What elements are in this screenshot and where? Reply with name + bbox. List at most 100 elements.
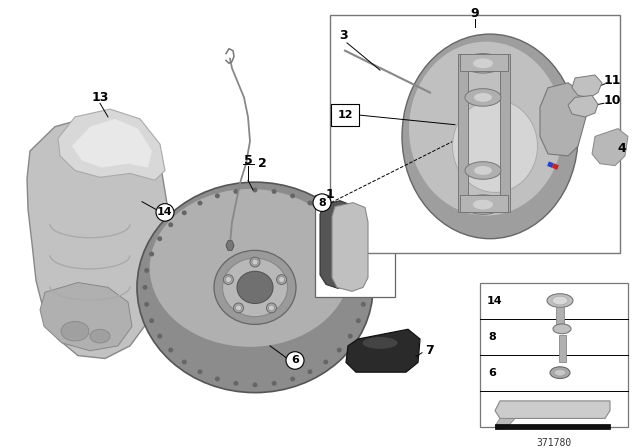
Text: 13: 13 [92, 91, 109, 104]
Ellipse shape [465, 89, 501, 106]
Circle shape [348, 236, 353, 241]
Circle shape [227, 242, 234, 249]
Polygon shape [40, 283, 132, 351]
Circle shape [356, 252, 361, 257]
Circle shape [276, 275, 287, 284]
Circle shape [157, 334, 162, 339]
Circle shape [143, 285, 147, 290]
Circle shape [157, 236, 162, 241]
Bar [460, 54, 508, 71]
Circle shape [144, 302, 149, 307]
Polygon shape [568, 95, 598, 117]
Ellipse shape [550, 367, 570, 379]
Bar [460, 195, 508, 212]
Ellipse shape [223, 258, 287, 317]
Circle shape [149, 318, 154, 323]
Text: 14: 14 [157, 207, 173, 217]
Circle shape [223, 275, 234, 284]
Circle shape [144, 268, 149, 273]
Circle shape [182, 360, 187, 365]
Ellipse shape [552, 296, 568, 305]
Text: 4: 4 [618, 142, 627, 155]
Text: 11: 11 [604, 74, 621, 87]
Text: 5: 5 [244, 154, 252, 167]
Circle shape [323, 210, 328, 215]
Polygon shape [572, 75, 602, 97]
Text: 9: 9 [470, 7, 479, 20]
Text: 6: 6 [291, 355, 299, 366]
Circle shape [278, 277, 285, 283]
Ellipse shape [463, 54, 503, 73]
Circle shape [198, 369, 202, 374]
Polygon shape [540, 83, 586, 156]
Circle shape [307, 369, 312, 374]
Circle shape [290, 194, 295, 198]
Circle shape [337, 222, 342, 227]
Polygon shape [226, 241, 234, 250]
Circle shape [362, 285, 367, 290]
Ellipse shape [362, 337, 397, 349]
Circle shape [149, 252, 154, 257]
Circle shape [337, 348, 342, 353]
Text: 371780: 371780 [536, 439, 572, 448]
Circle shape [236, 305, 241, 311]
Bar [500, 54, 510, 212]
Circle shape [234, 189, 238, 194]
Ellipse shape [137, 182, 373, 392]
Circle shape [253, 188, 257, 192]
Ellipse shape [409, 42, 563, 215]
Ellipse shape [452, 100, 538, 192]
Text: 8: 8 [488, 332, 496, 342]
Circle shape [225, 277, 232, 283]
Polygon shape [332, 202, 368, 291]
Circle shape [361, 302, 366, 307]
Text: 2: 2 [258, 157, 266, 170]
Circle shape [268, 305, 275, 311]
Circle shape [361, 268, 366, 273]
Bar [330, 15, 620, 253]
Circle shape [156, 204, 174, 221]
Circle shape [266, 303, 276, 313]
Polygon shape [495, 401, 610, 418]
Polygon shape [58, 109, 165, 180]
Circle shape [252, 259, 258, 265]
Text: 7: 7 [426, 344, 435, 357]
Ellipse shape [553, 324, 571, 334]
Bar [331, 104, 359, 126]
Text: 10: 10 [604, 94, 621, 107]
Polygon shape [346, 329, 420, 372]
Bar [315, 195, 395, 297]
Polygon shape [72, 119, 152, 168]
Circle shape [253, 383, 257, 387]
Ellipse shape [547, 294, 573, 307]
Ellipse shape [150, 189, 350, 347]
Text: 12: 12 [337, 110, 353, 120]
Circle shape [182, 210, 187, 215]
Circle shape [290, 376, 295, 381]
Ellipse shape [237, 271, 273, 303]
Bar [458, 54, 468, 212]
Circle shape [348, 334, 353, 339]
Polygon shape [495, 418, 515, 426]
Bar [480, 283, 628, 426]
Circle shape [250, 257, 260, 267]
Circle shape [215, 194, 220, 198]
Circle shape [356, 318, 361, 323]
Circle shape [271, 189, 276, 194]
Ellipse shape [214, 250, 296, 324]
Ellipse shape [61, 322, 89, 341]
Ellipse shape [90, 329, 110, 343]
Text: 14: 14 [486, 296, 502, 306]
Ellipse shape [473, 200, 493, 210]
Ellipse shape [465, 162, 501, 179]
Circle shape [313, 194, 331, 211]
Ellipse shape [554, 369, 566, 376]
Ellipse shape [474, 166, 492, 175]
Text: 6: 6 [488, 368, 496, 378]
Circle shape [168, 222, 173, 227]
Polygon shape [320, 201, 352, 289]
Bar [556, 307, 564, 327]
Ellipse shape [473, 58, 493, 68]
Polygon shape [592, 129, 628, 166]
Circle shape [215, 376, 220, 381]
